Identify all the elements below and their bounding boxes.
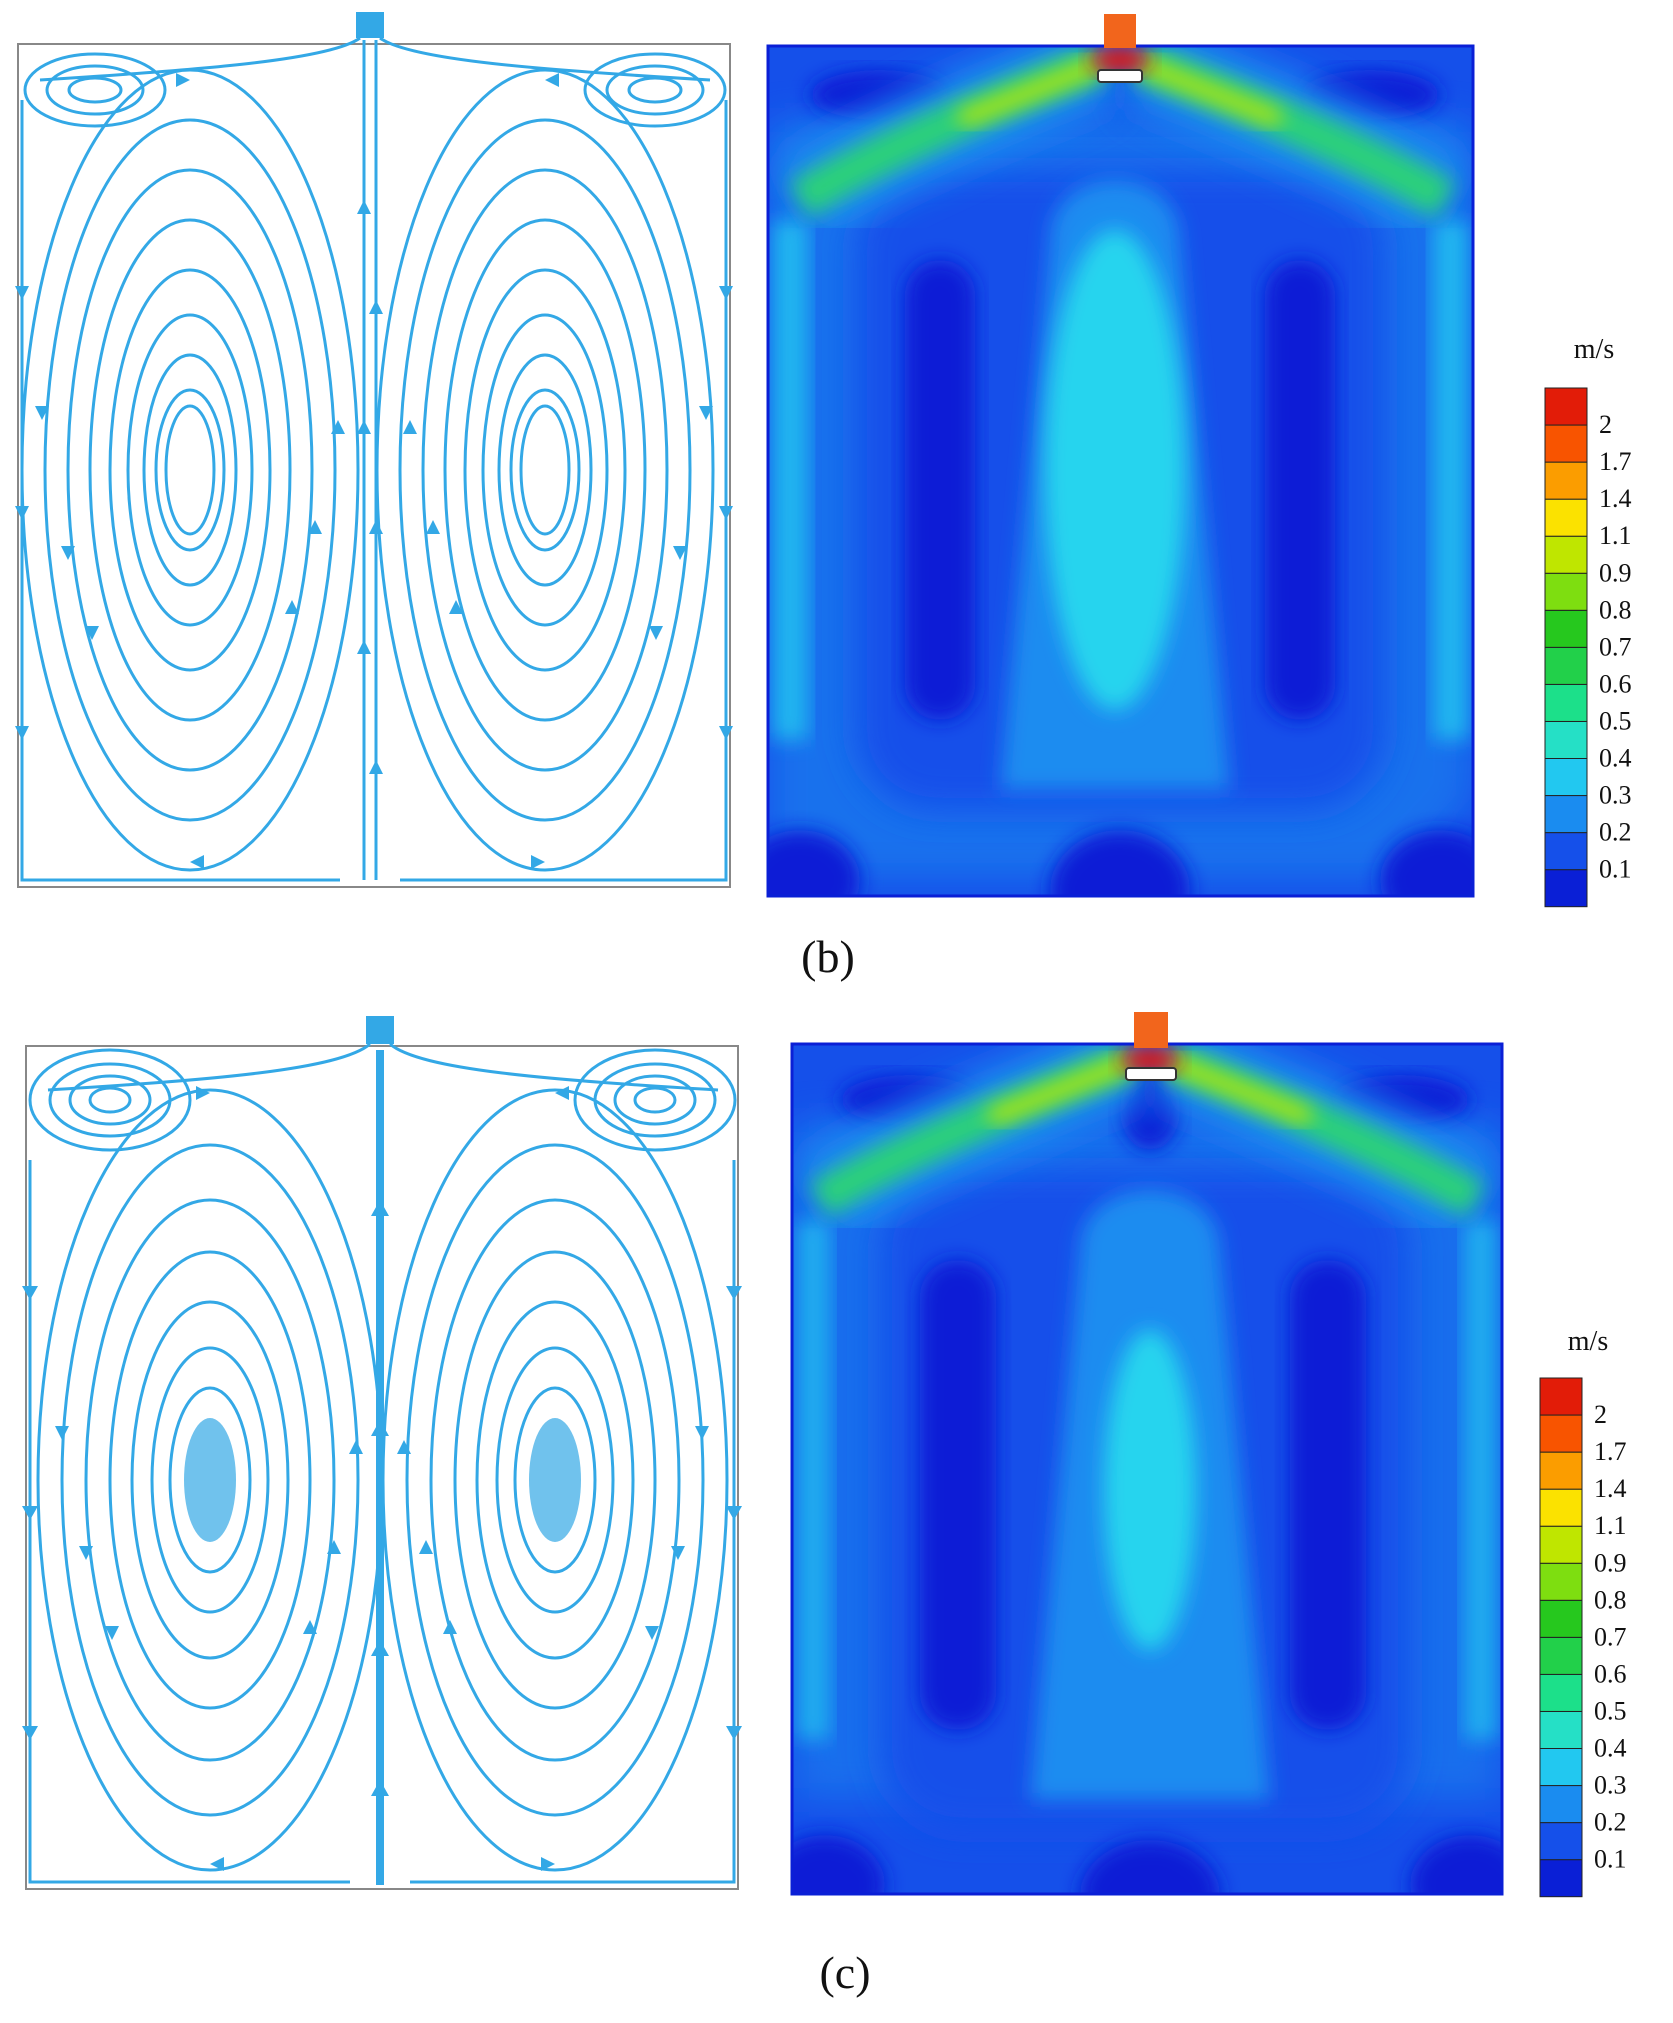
colorbar-tick-label: 0.5 [1599, 706, 1632, 735]
colorbar-cell [1544, 572, 1588, 611]
colorbar-tick-label: 0.8 [1599, 595, 1632, 624]
corner-vortex [28, 1048, 192, 1152]
colorbar-cell [1544, 609, 1588, 648]
jet-streamline [379, 36, 711, 82]
velocity-contour-c [790, 1012, 1504, 1896]
colorbar-cell [1539, 1377, 1583, 1416]
jet-streamline [39, 36, 361, 82]
colorbar-cell [1539, 1822, 1583, 1861]
colorbar-tick-label: 0.4 [1599, 744, 1632, 773]
colorbar-cell [1539, 1451, 1583, 1490]
colorbar-cell [1544, 683, 1588, 722]
colorbar-cell [1539, 1710, 1583, 1750]
colorbar-tick-label: 0.1 [1599, 855, 1632, 884]
colorbar-cell [1544, 646, 1588, 685]
colorbar-tick-label: 1.4 [1594, 1474, 1627, 1503]
colorbar-cell [1539, 1562, 1583, 1601]
colorbar-tick-label: 2 [1594, 1400, 1607, 1429]
colorbar-cell [1539, 1414, 1583, 1453]
vortex-core [529, 1418, 581, 1542]
colorbar-cell [1544, 461, 1588, 500]
colorbar-tick-label: 0.2 [1599, 818, 1632, 847]
colorbar-tick-label: 2 [1599, 410, 1612, 439]
colorbar-tick-label: 1.1 [1594, 1511, 1627, 1540]
panel-caption-c: (c) [819, 1947, 870, 1998]
velocity-contour-b [766, 14, 1475, 898]
colorbar-cell [1544, 535, 1588, 574]
wall-streamline [28, 1160, 350, 1884]
colorbar-cell [1539, 1525, 1583, 1564]
panel-c: m/s 0.1 0.2 0.3 0.4 0.5 0.6 0.7 0.8 0.9 1.1 1.4 1.7… [22, 1012, 1627, 1998]
colorbar-tick-label: 1.7 [1594, 1437, 1627, 1466]
colorbar-tick-label: 0.4 [1594, 1734, 1627, 1763]
inlet-nozzle [366, 1016, 394, 1044]
colorbar-cell [1539, 1785, 1583, 1824]
colorbar-cell [1544, 424, 1588, 463]
legend-unit: m/s [1574, 334, 1614, 365]
colorbar-cell [1539, 1673, 1583, 1712]
right-vortex [375, 68, 715, 872]
colorbar-tick-label: 1.1 [1599, 521, 1632, 550]
corner-vortex [573, 1048, 737, 1152]
right-vortex [381, 1088, 729, 1872]
colorbar-tick-label: 0.8 [1594, 1585, 1627, 1614]
legend-unit: m/s [1568, 1326, 1608, 1357]
colorbar-cell [1544, 832, 1588, 871]
colorbar-cell [1544, 498, 1588, 537]
colorbar-cell [1544, 795, 1588, 834]
corner-vortex [23, 52, 167, 128]
colorbar-cell [1544, 758, 1588, 797]
streamline-plot-c [22, 1016, 742, 1890]
panel-b: m/s 0.1 0.2 0.3 0.4 0.5 0.6 0.7 0.8 0.9 1.1 1.4 1.7… [15, 12, 1632, 982]
inlet-nozzle [356, 12, 384, 38]
colorbar-tick-label: 0.1 [1594, 1845, 1627, 1874]
streamlines [20, 36, 728, 882]
colorbar-tick-label: 0.6 [1599, 669, 1632, 698]
deflector [1125, 1067, 1177, 1081]
colorbar-tick-label: 0.2 [1594, 1808, 1627, 1837]
colorbar-tick-label: 0.3 [1599, 781, 1632, 810]
flow-arrows [15, 73, 733, 869]
deflector [1097, 69, 1143, 83]
flow-arrows [22, 1086, 742, 1871]
colorbar-cell [1544, 720, 1588, 760]
colorbar-tick-label: 0.7 [1599, 632, 1632, 661]
colorbar-legend-b: m/s 0.1 0.2 0.3 0.4 0.5 0.6 0.7 0.8 0.9 1.1 1.4 1.7… [1544, 334, 1632, 908]
wall-streamline [20, 100, 340, 882]
colorbar-tick-label: 1.7 [1599, 447, 1632, 476]
colorbar-cell [1539, 1636, 1583, 1675]
colorbar-cell [1544, 869, 1588, 908]
corner-vortex [583, 52, 727, 128]
panel-caption-b: (b) [801, 931, 855, 982]
colorbar-cell [1539, 1488, 1583, 1527]
inlet-nozzle [1134, 1012, 1168, 1048]
colorbar-legend-c: m/s 0.1 0.2 0.3 0.4 0.5 0.6 0.7 0.8 0.9 1.1 1.4 1.7… [1539, 1326, 1627, 1898]
colorbar-tick-label: 0.3 [1594, 1771, 1627, 1800]
vortex-core [184, 1418, 236, 1542]
colorbar-cell [1544, 387, 1588, 426]
colorbar-cell [1539, 1599, 1583, 1638]
colorbar-cell [1539, 1748, 1583, 1787]
domain-border [17, 43, 731, 888]
jet-streamline [47, 1042, 371, 1092]
colorbar-tick-label: 0.6 [1594, 1659, 1627, 1688]
streamline-plot-b [15, 12, 733, 888]
colorbar-tick-label: 0.9 [1599, 558, 1632, 587]
colorbar-tick-label: 0.7 [1594, 1622, 1627, 1651]
streamlines [28, 1042, 737, 1885]
colorbar-cell [1539, 1859, 1583, 1898]
colorbar-tick-label: 0.9 [1594, 1548, 1627, 1577]
colorbar-tick-label: 0.5 [1594, 1696, 1627, 1725]
vortex-core [164, 404, 216, 536]
inlet-nozzle [1104, 14, 1136, 48]
colorbar-tick-label: 1.4 [1599, 484, 1632, 513]
vortex-core [519, 404, 571, 536]
